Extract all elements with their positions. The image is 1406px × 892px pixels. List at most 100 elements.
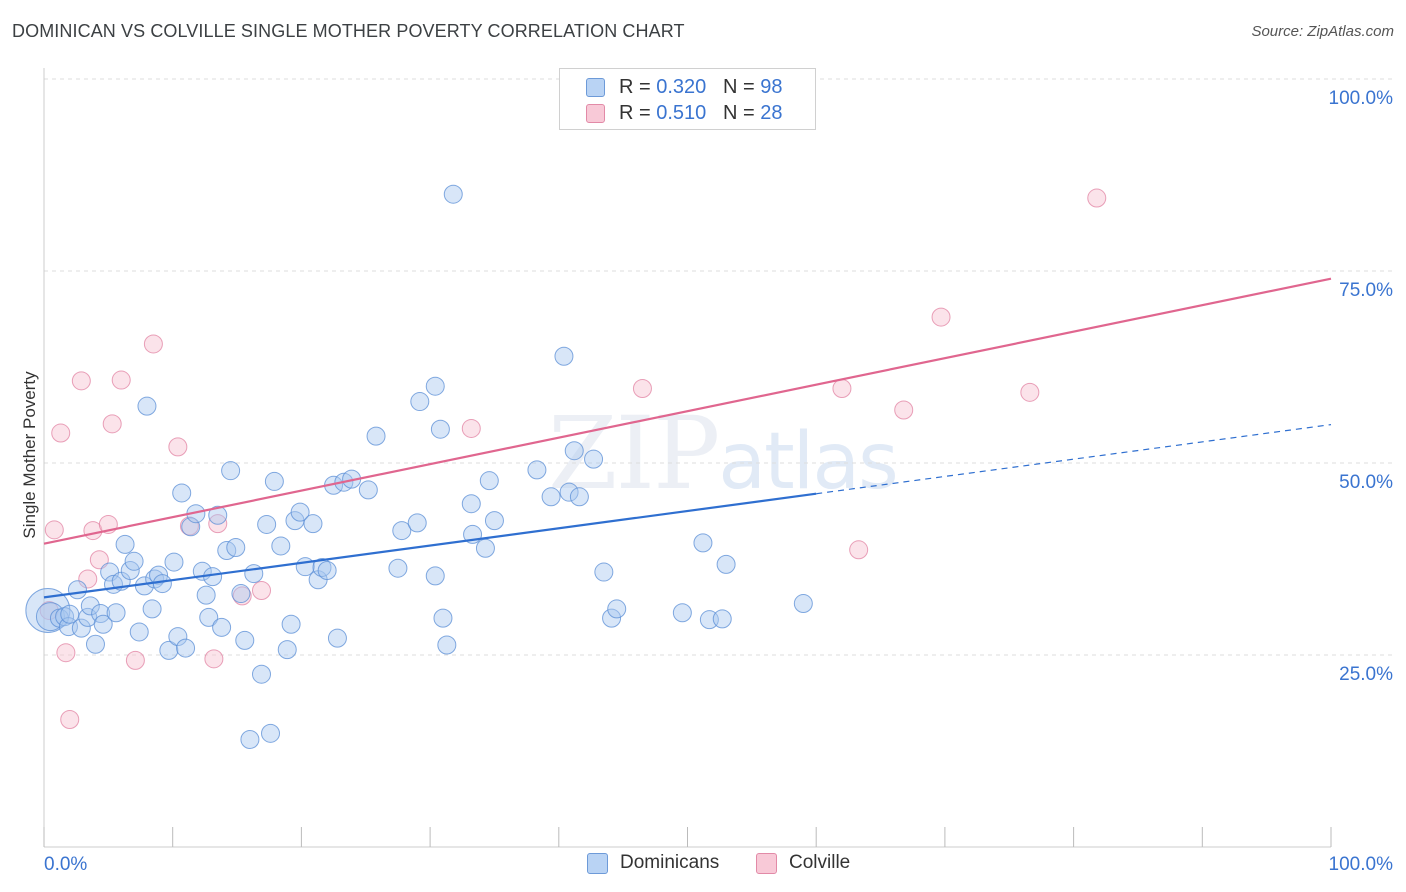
colville-point [168, 437, 188, 457]
dominicans-point [80, 596, 100, 616]
dominicans-point [425, 376, 445, 396]
dominicans-point [554, 346, 574, 366]
colville-point [1087, 188, 1107, 208]
n-label: N = [722, 102, 761, 124]
dominicans-point [312, 557, 332, 577]
dominicans-point [142, 599, 162, 619]
dominicans-point [252, 664, 272, 684]
x-tick-labels: 0.0% 100.0% [44, 854, 1393, 875]
dominicans-point [303, 514, 323, 534]
x-tick-marks [43, 827, 1332, 847]
colville-point [51, 423, 71, 443]
colville-point [125, 650, 145, 670]
dominicans-point [388, 558, 408, 578]
colville-swatch [756, 853, 777, 874]
y-tick-label: 100.0% [1329, 88, 1394, 109]
dominicans-point [100, 562, 120, 582]
colville-point [461, 418, 481, 438]
dominicans-point [484, 511, 504, 531]
dominicans-point [60, 604, 80, 624]
dominicans-point [410, 392, 430, 412]
dominicans-point [240, 729, 260, 749]
dominicans-point [716, 554, 736, 574]
dominicans-point [475, 538, 495, 558]
y-tick-label: 50.0% [1339, 472, 1393, 493]
dominicans-point [261, 723, 281, 743]
dominicans-point [235, 630, 255, 650]
watermark-zip: ZIP [548, 395, 720, 512]
dominicans-point [159, 640, 179, 660]
dominicans-point [277, 640, 297, 660]
dominicans-point [137, 396, 157, 416]
colville-point [931, 307, 951, 327]
legend-label: Dominicans [620, 852, 720, 873]
dominicans-point [257, 514, 277, 534]
dominicans-point [541, 487, 561, 507]
dominicans-point [271, 536, 291, 556]
dominicans-point [124, 551, 144, 571]
r-value: 0.320 [656, 76, 707, 98]
dominicans-point [120, 561, 140, 581]
dominicans-point [437, 635, 457, 655]
dominicans-point [433, 608, 453, 628]
dominicans-point [212, 617, 232, 637]
colville-swatch [586, 104, 605, 123]
chart-title: DOMINICAN VS COLVILLE SINGLE MOTHER POVE… [12, 21, 685, 41]
dominicans-point [317, 561, 337, 581]
dominicans-point [221, 461, 241, 481]
dominicans-point [264, 471, 284, 491]
dominicans-point [461, 494, 481, 514]
colville-trend-line [43, 277, 1332, 545]
watermark-atlas: atlas [718, 417, 898, 507]
dominicans-point [430, 419, 450, 439]
dominicans-trend-extension [816, 424, 1332, 495]
dominicans-point [793, 594, 813, 614]
colville-point [252, 580, 272, 600]
x-tick-label: 100.0% [1329, 854, 1394, 875]
colville-point [894, 400, 914, 420]
x-tick-label: 0.0% [44, 854, 87, 875]
dominicans-point [559, 482, 579, 502]
dominicans-point [67, 580, 87, 600]
dominicans-point [443, 184, 463, 204]
dominicans-point [425, 566, 445, 586]
dominicans-point [152, 574, 172, 594]
dominicans-point [569, 487, 589, 507]
dominicans-point [85, 634, 105, 654]
colville-point [143, 334, 163, 354]
dominicans-point [172, 483, 192, 503]
legend-label: Colville [789, 852, 851, 873]
dominicans-point [327, 628, 347, 648]
r-label: R = [619, 76, 657, 98]
dominicans-point [196, 585, 216, 605]
dominicans-point [71, 618, 91, 638]
dominicans-point [281, 614, 301, 634]
dominicans-point [693, 533, 713, 553]
dominicans-point [164, 552, 184, 572]
dominicans-point [392, 521, 412, 541]
dominicans-point [115, 534, 135, 554]
n-label: N = [722, 76, 761, 98]
dominicans-point [594, 562, 614, 582]
colville-point [89, 550, 109, 570]
colville-point [208, 514, 228, 534]
colville-point [102, 414, 122, 434]
n-value: 28 [760, 102, 783, 124]
colville-point [632, 379, 652, 399]
y-tick-label: 25.0% [1339, 664, 1393, 685]
regression-lines [43, 277, 1332, 599]
stats-legend: R = 0.320 N = 98 R = 0.510 N = 28 [559, 68, 816, 130]
series-dominicans-points [25, 184, 813, 749]
colville-point [849, 540, 869, 560]
colville-point [204, 649, 224, 669]
dominicans-point [584, 449, 604, 469]
y-tick-label: 75.0% [1339, 280, 1393, 301]
series-colville-points [39, 188, 1107, 730]
dominicans-point [602, 608, 622, 628]
colville-point [60, 710, 80, 730]
dominicans-point [607, 599, 627, 619]
dominicans-point [358, 480, 378, 500]
dominicans-point [129, 622, 149, 642]
dominicans-point [479, 471, 499, 491]
